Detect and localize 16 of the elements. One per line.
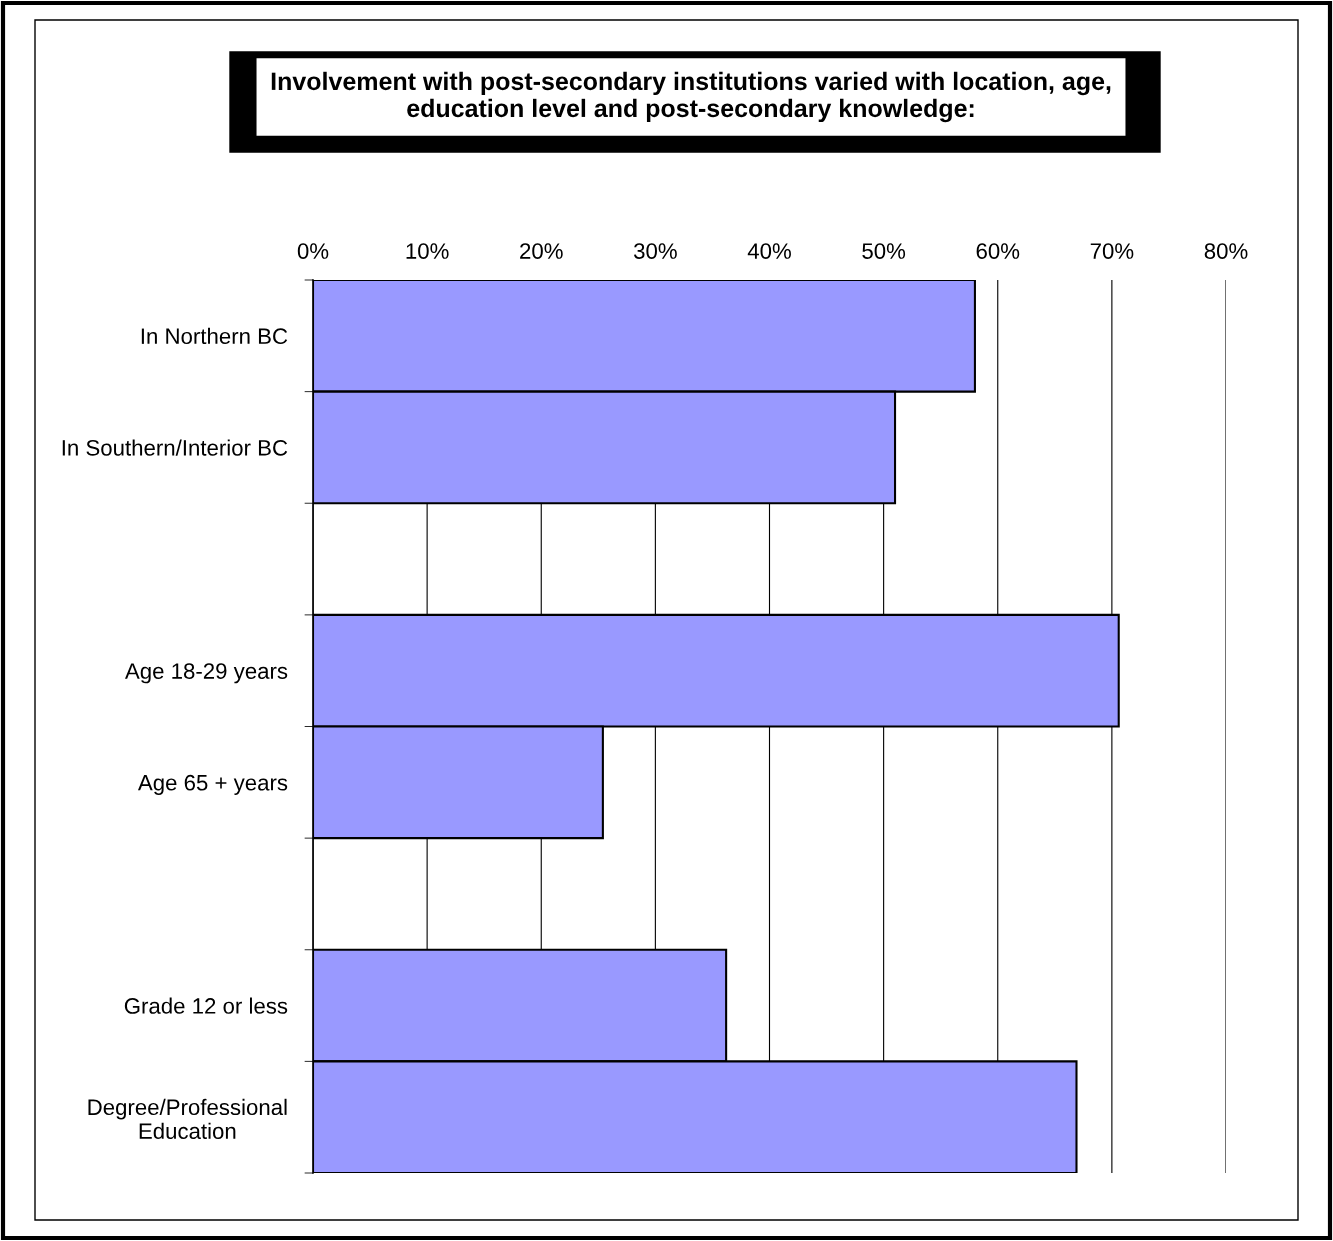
x-tick-label: 80% <box>1204 243 1248 259</box>
x-tick-label: 30% <box>633 243 677 259</box>
y-tick-label: Degree/Professional Education <box>88 1098 287 1140</box>
x-tick-label: 0% <box>297 243 329 259</box>
x-tick-label: 20% <box>520 243 563 259</box>
y-tick-label: Age 18-29 years <box>124 663 288 684</box>
x-tick-label: 60% <box>976 243 1020 259</box>
x-tick-label: 70% <box>1090 243 1134 259</box>
chart-title: Involvement with post-secondary institutions varied with location, age, education level and post-secondary knowledge: <box>271 71 1111 123</box>
y-tick-label: In Southern/Interior BC <box>62 439 288 456</box>
x-tick-label: 10% <box>406 243 449 259</box>
x-tick-label: 40% <box>747 243 791 259</box>
y-tick-label: Age 65 + years <box>137 774 288 795</box>
y-tick-label: In Northern BC <box>141 327 288 345</box>
y-tick-label: Grade 12 or less <box>124 997 288 1014</box>
x-tick-label: 50% <box>862 243 906 259</box>
